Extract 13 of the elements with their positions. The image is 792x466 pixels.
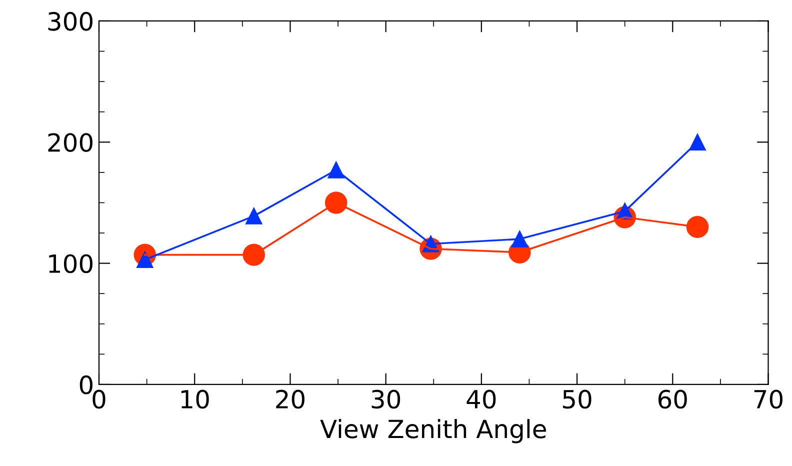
- y-tick-label: 200: [48, 133, 92, 152]
- x-tick-label: 60: [658, 390, 687, 409]
- x-tick-label: 40: [466, 390, 496, 409]
- x-tick-label: 50: [563, 390, 592, 409]
- x-tick-label: 10: [181, 390, 209, 409]
- x-tick-label: 20: [276, 390, 304, 409]
- y-tick-label: 100: [49, 254, 92, 274]
- x-tick-label: 30: [372, 390, 400, 409]
- y-tick-label: 0: [80, 375, 92, 394]
- y-tick-label: 300: [48, 12, 92, 31]
- x-axis-title: View Zenith Angle: [320, 419, 546, 444]
- x-tick-label: 70: [754, 390, 782, 409]
- x-tick-label: 0: [92, 390, 106, 409]
